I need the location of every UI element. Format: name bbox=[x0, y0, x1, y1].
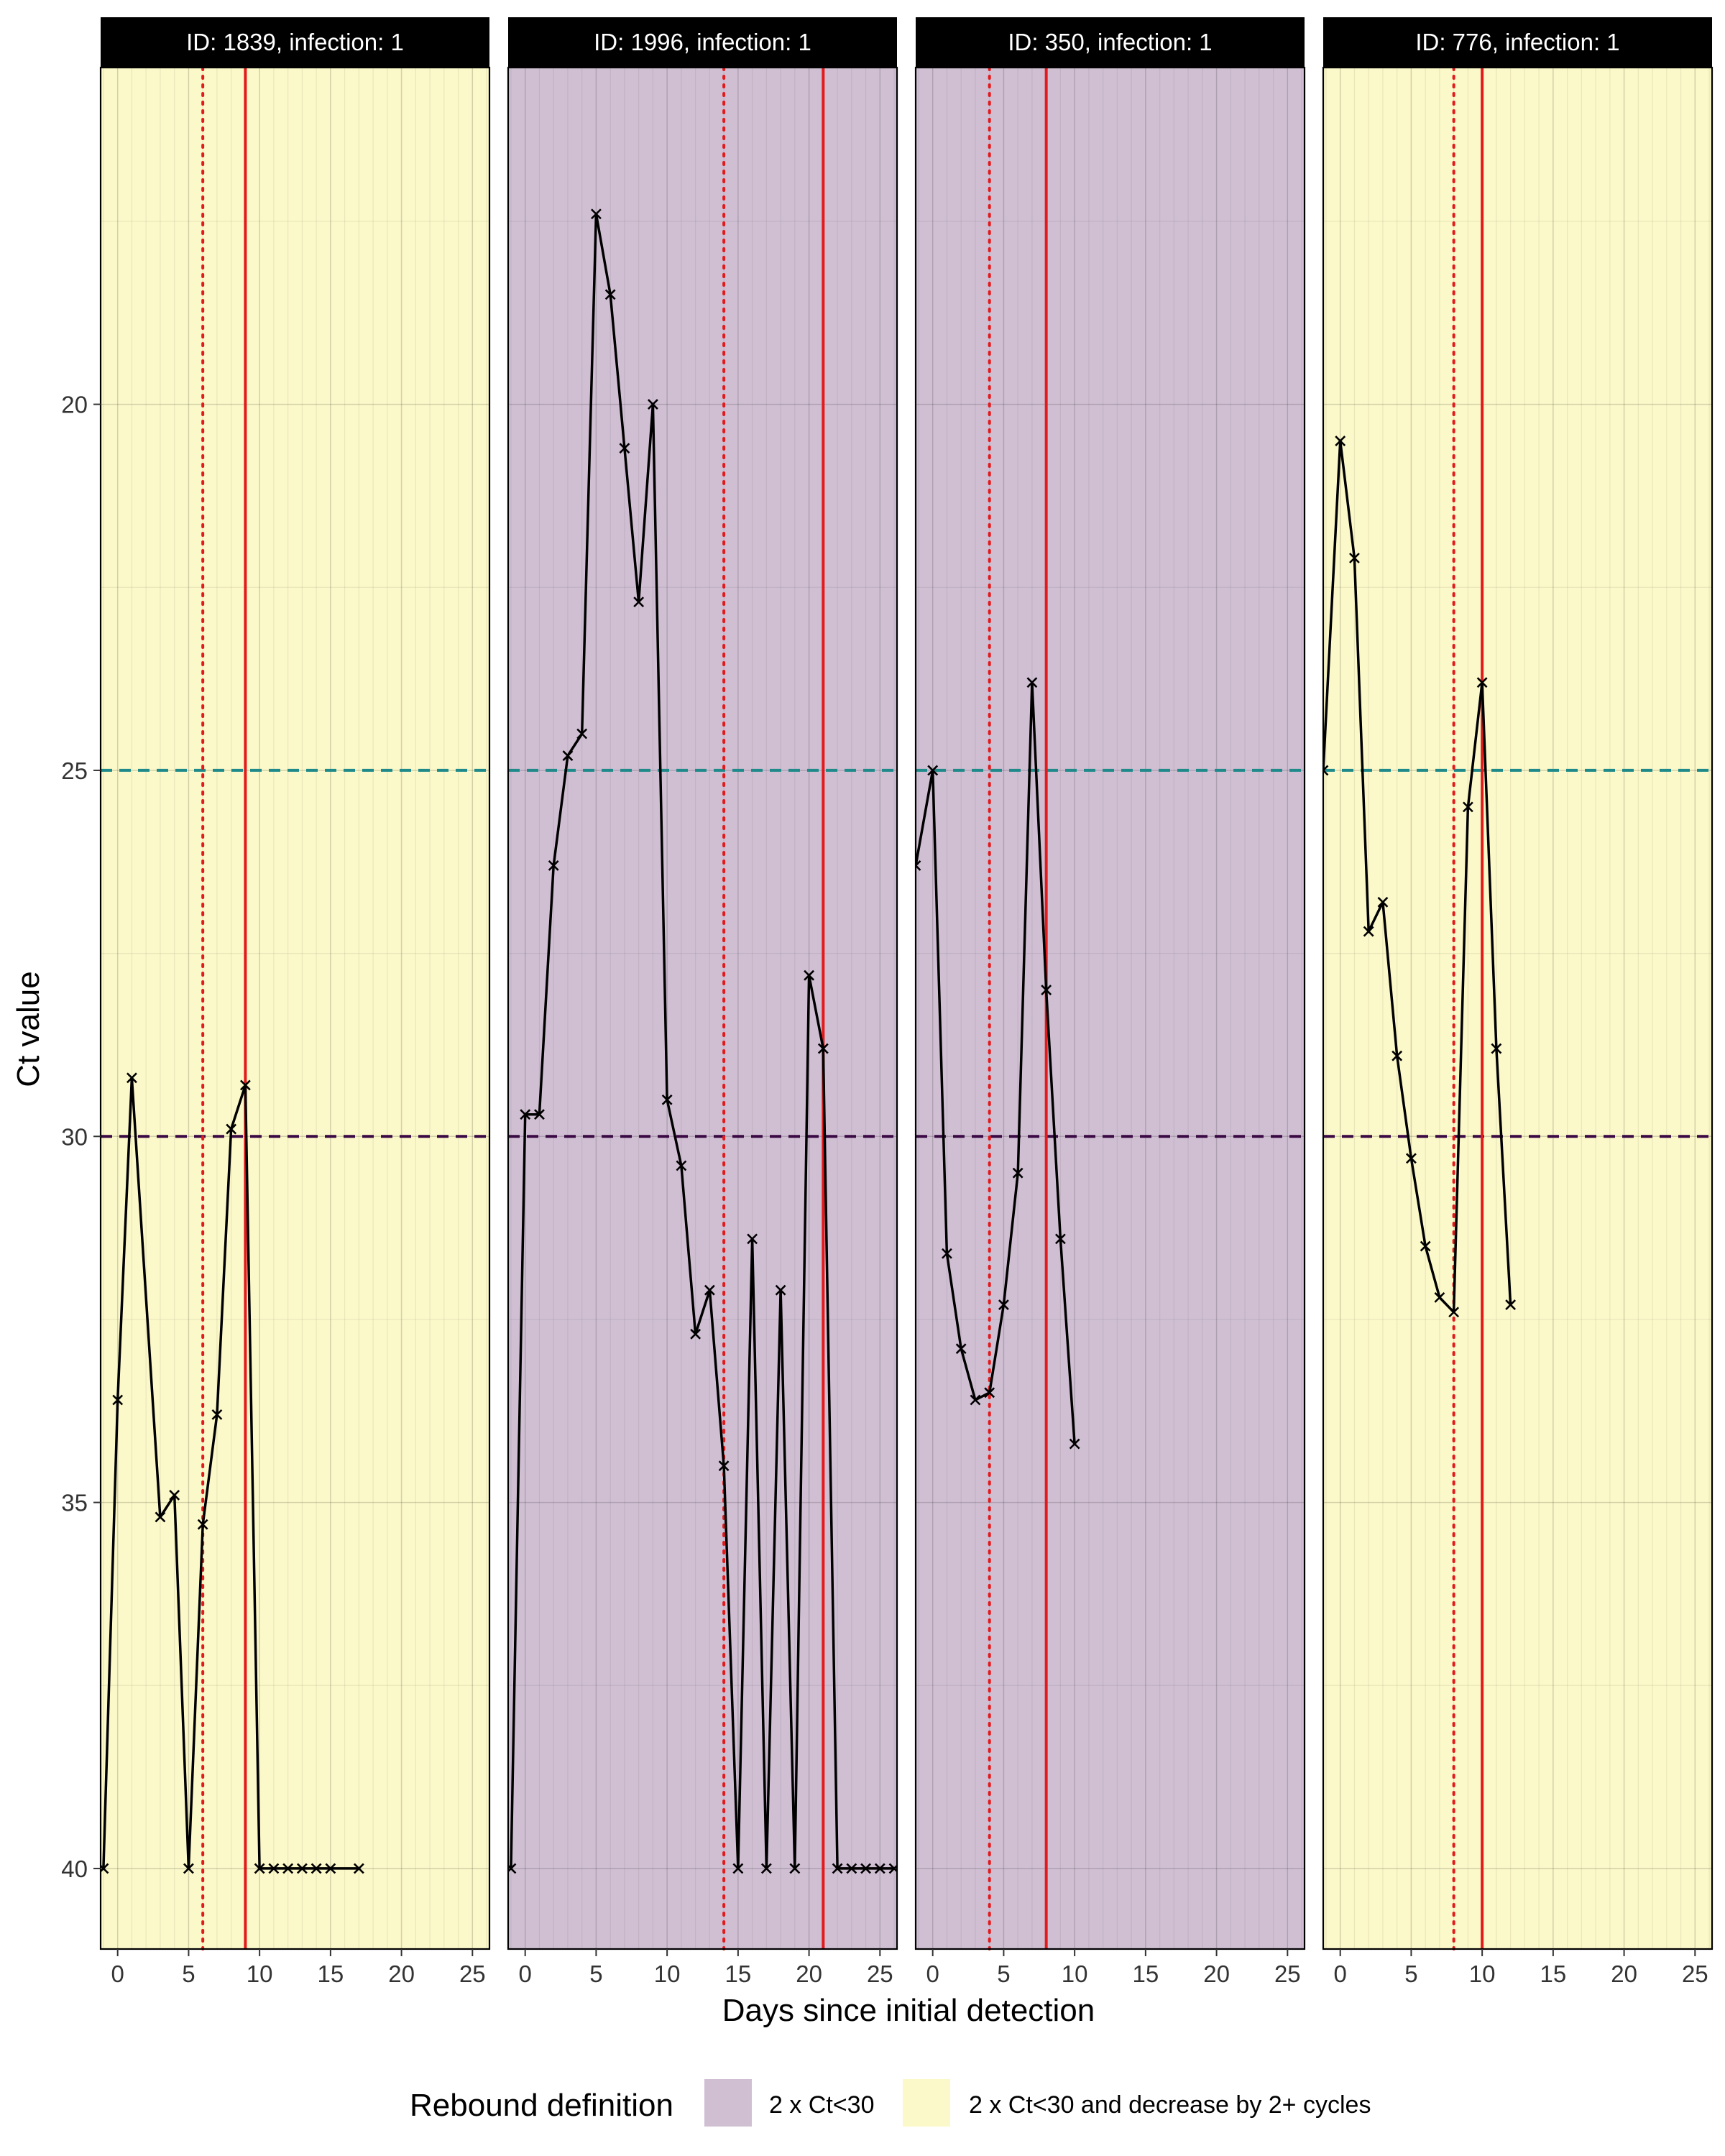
x-tick-label: 20 bbox=[1203, 1961, 1230, 1987]
facet-panel: ID: 1839, infection: 1 0 5 10 15 20 25 bbox=[98, 17, 489, 1987]
facet-strip-label: ID: 350, infection: 1 bbox=[1008, 29, 1212, 55]
y-axis-title: Ct value bbox=[11, 971, 46, 1087]
x-tick-label: 25 bbox=[1682, 1961, 1708, 1987]
x-tick-label: 25 bbox=[867, 1961, 893, 1987]
x-tick-label: 10 bbox=[1469, 1961, 1496, 1987]
x-tick-label: 20 bbox=[1611, 1961, 1637, 1987]
legend-title: Rebound definition bbox=[410, 2088, 673, 2123]
x-tick-label: 10 bbox=[654, 1961, 681, 1987]
x-tick-label: 0 bbox=[1334, 1961, 1347, 1987]
legend-label-ct30-decrease: 2 x Ct<30 and decrease by 2+ cycles bbox=[969, 2091, 1371, 2119]
legend: Rebound definition 2 x Ct<30 2 x Ct<30 a… bbox=[410, 2079, 1371, 2127]
x-tick-label: 0 bbox=[111, 1961, 124, 1987]
x-tick-label: 10 bbox=[1062, 1961, 1088, 1987]
x-tick-label: 5 bbox=[1404, 1961, 1417, 1987]
x-tick-label: 25 bbox=[1274, 1961, 1301, 1987]
legend-key-ct30-decrease bbox=[903, 2079, 950, 2127]
x-axis-title: Days since initial detection bbox=[722, 1993, 1095, 2028]
facet-strip-label: ID: 1996, infection: 1 bbox=[594, 29, 811, 55]
panel-background bbox=[508, 68, 897, 1949]
legend-label-ct30: 2 x Ct<30 bbox=[769, 2091, 874, 2119]
x-tick-label: 5 bbox=[997, 1961, 1010, 1987]
y-tick-label: 30 bbox=[61, 1123, 88, 1150]
x-tick-label: 15 bbox=[1133, 1961, 1159, 1987]
y-axis: 20 25 30 35 40 bbox=[61, 392, 101, 1882]
x-tick-label: 0 bbox=[926, 1961, 939, 1987]
legend-key-ct30 bbox=[704, 2079, 752, 2127]
x-tick-label: 25 bbox=[459, 1961, 486, 1987]
x-tick-label: 5 bbox=[589, 1961, 602, 1987]
y-tick-label: 25 bbox=[61, 757, 88, 784]
facet-panel: ID: 1996, infection: 1 0 5 10 15 20 25 bbox=[506, 17, 898, 1987]
facet-panel: ID: 776, infection: 1 0 5 10 15 20 25 bbox=[1319, 17, 1713, 1987]
facet-strip-label: ID: 1839, infection: 1 bbox=[186, 29, 404, 55]
x-tick-label: 20 bbox=[388, 1961, 415, 1987]
x-tick-label: 20 bbox=[796, 1961, 822, 1987]
facet-strip-label: ID: 776, infection: 1 bbox=[1415, 29, 1619, 55]
panel-background bbox=[1323, 68, 1712, 1949]
x-tick-label: 5 bbox=[182, 1961, 195, 1987]
x-tick-label: 15 bbox=[318, 1961, 344, 1987]
x-tick-label: 15 bbox=[1540, 1961, 1567, 1987]
y-tick-label: 40 bbox=[61, 1856, 88, 1882]
y-tick-label: 20 bbox=[61, 392, 88, 418]
x-tick-label: 0 bbox=[519, 1961, 532, 1987]
panel-background bbox=[916, 68, 1305, 1949]
panel-background bbox=[101, 68, 489, 1949]
y-tick-label: 35 bbox=[61, 1490, 88, 1516]
x-tick-label: 10 bbox=[247, 1961, 273, 1987]
x-tick-label: 15 bbox=[725, 1961, 752, 1987]
facet-panel: ID: 350, infection: 1 0 5 10 15 20 25 bbox=[911, 17, 1305, 1987]
